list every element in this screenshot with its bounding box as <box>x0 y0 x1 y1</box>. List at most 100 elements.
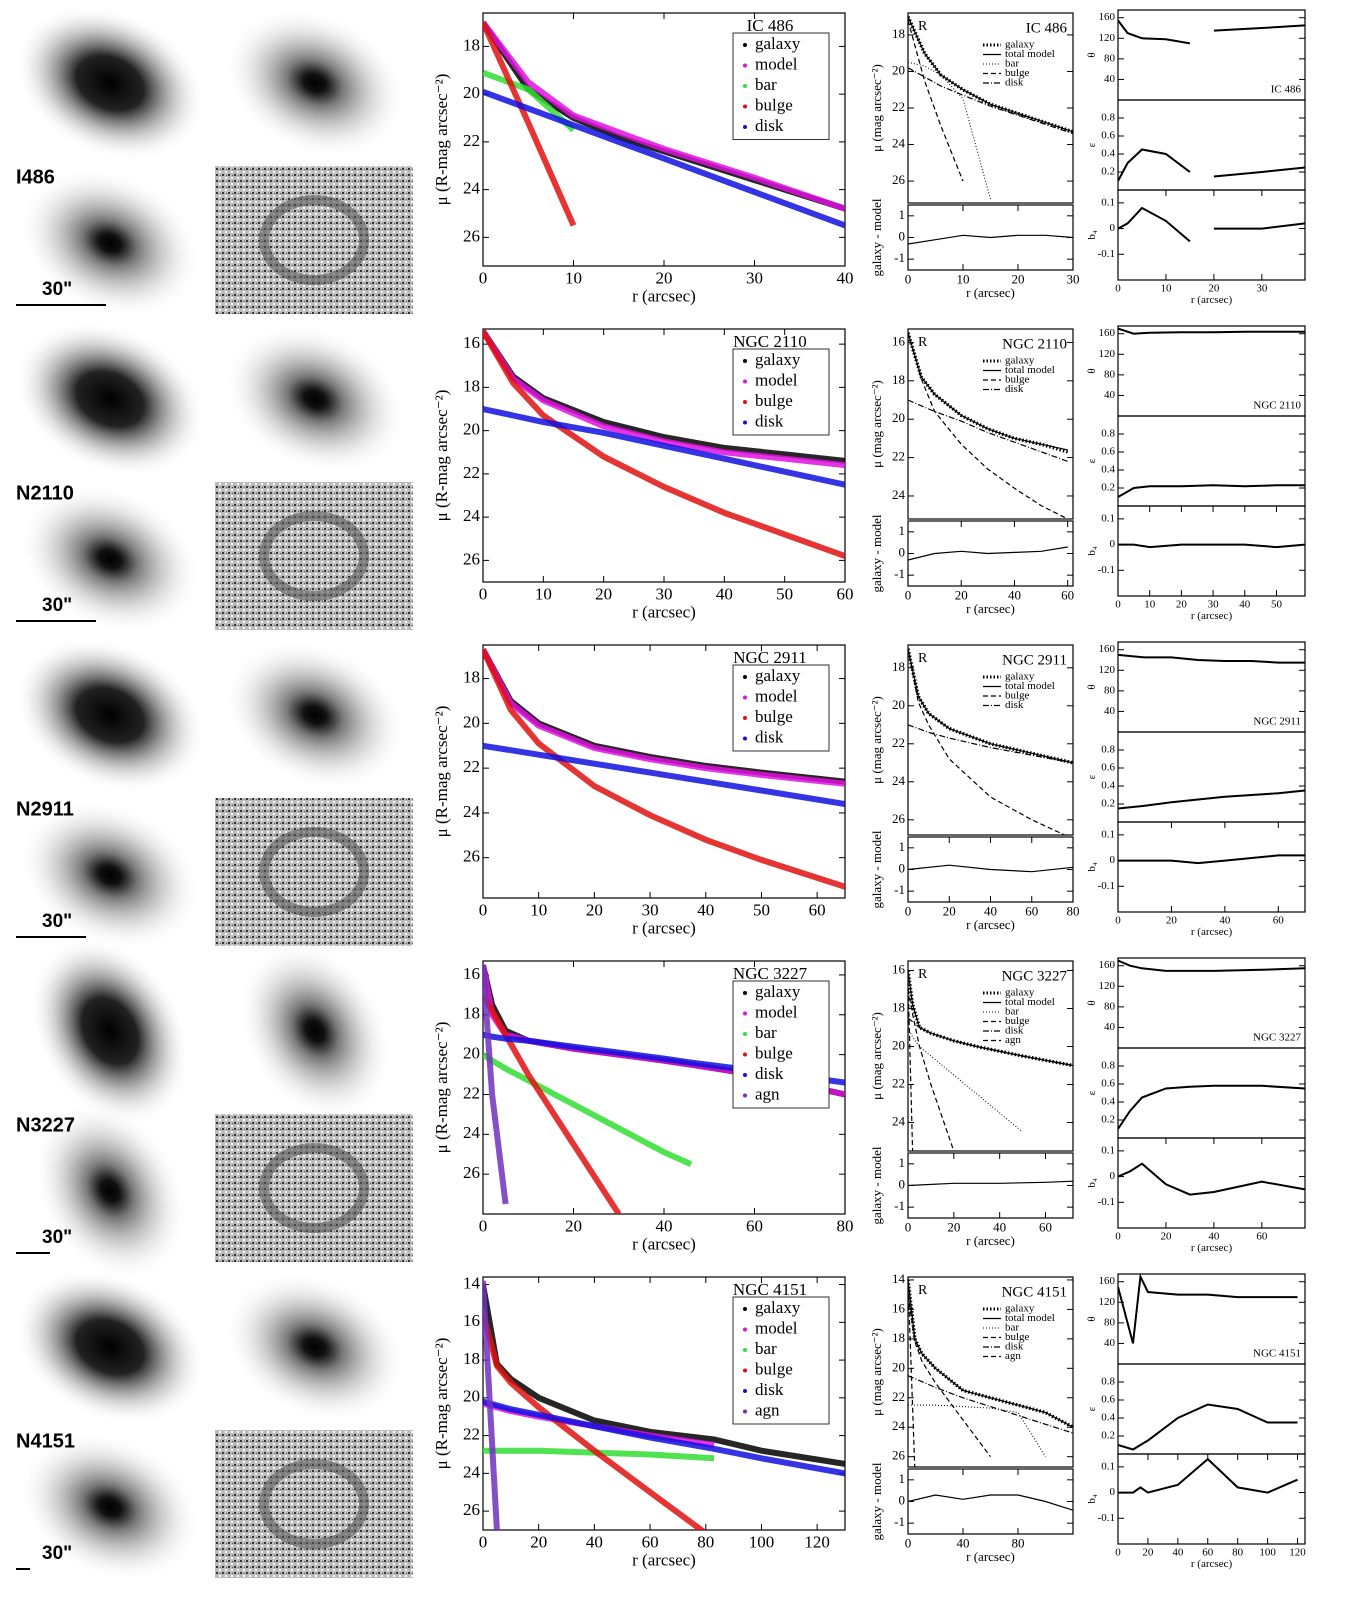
x-tick-label: 40 <box>1008 587 1021 602</box>
y-axis-label: μ (mag arcsec⁻²) <box>869 380 884 468</box>
x-tick-label: 40 <box>586 1533 603 1552</box>
chart: 16 18 20 22 24 26 0 20 40 60 80 r (arcsec) μ (R-mag … <box>432 960 854 1253</box>
residual-feature <box>259 827 369 917</box>
legend-label: total model <box>1005 48 1055 60</box>
chart: 40 80 120 160 θ NGC 2911 <box>1086 641 1306 733</box>
x-tick-label: 0 <box>1115 282 1121 294</box>
band-label: R <box>918 19 928 34</box>
x-tick-label: 40 <box>984 903 997 918</box>
legend-label: galaxy <box>755 666 801 685</box>
chart: 0.2 0.4 0.6 0.8 ε <box>1086 415 1306 507</box>
legend-label: agn <box>1005 1350 1021 1362</box>
y-tick-label: 0 <box>899 544 906 559</box>
x-tick-label: 20 <box>656 269 673 288</box>
y-tick-label: -1 <box>894 566 905 581</box>
data-line <box>908 67 1073 135</box>
data-line <box>483 329 845 559</box>
y-tick-label: 26 <box>463 1163 480 1182</box>
y-tick-label: 24 <box>892 1418 906 1433</box>
legend-label: bar <box>1005 1322 1019 1334</box>
y-tick-label: 14 <box>463 1273 481 1292</box>
y-tick-label: 0.8 <box>1101 744 1115 756</box>
y-tick-label: 80 <box>1104 52 1116 64</box>
y-axis-label: θ <box>1086 52 1098 57</box>
y-tick-label: 80 <box>1104 368 1116 380</box>
y-tick-label: 0.2 <box>1101 1114 1115 1126</box>
y-tick-label: 0.4 <box>1101 1096 1115 1108</box>
x-axis-label: r (arcsec) <box>632 1550 696 1569</box>
data-line <box>1118 1274 1298 1344</box>
y-tick-label: 0 <box>1110 1170 1116 1182</box>
legend-label: total model <box>1005 364 1055 376</box>
x-axis-label: r (arcsec) <box>632 1234 696 1253</box>
data-line <box>1118 653 1305 664</box>
y-tick-label: 20 <box>892 1037 905 1052</box>
y-tick-label: -0.1 <box>1098 1512 1115 1524</box>
data-line <box>483 993 622 1214</box>
legend-marker <box>743 359 747 363</box>
y-tick-label: 40 <box>1104 389 1116 401</box>
chart: 16 18 20 22 24 μ (mag arcsec⁻²) R NGC 3227 galax… <box>869 960 1074 1152</box>
y-tick-label: 160 <box>1099 643 1116 655</box>
y-tick-label: -1 <box>894 1198 905 1213</box>
x-tick-label: 0 <box>905 1535 912 1550</box>
data-line <box>1118 19 1305 45</box>
y-tick-label: -1 <box>894 1514 905 1529</box>
data-line <box>908 1294 991 1458</box>
x-tick-label: 80 <box>1067 903 1080 918</box>
chart: 16 18 20 22 24 μ (mag arcsec⁻²) R NGC 2110 galax… <box>869 328 1074 520</box>
legend-label: galaxy <box>755 1298 801 1317</box>
legend-box <box>732 32 830 140</box>
y-tick-label: 24 <box>463 1462 481 1481</box>
y-tick-label: 40 <box>1104 1337 1116 1349</box>
y-axis-label: μ (mag arcsec⁻²) <box>869 64 884 152</box>
chart: 18 20 22 24 26 μ (mag arcsec⁻²) R NGC 2911 galax… <box>869 644 1074 836</box>
data-line <box>483 406 845 488</box>
model-image <box>18 167 202 319</box>
y-tick-label: 0.6 <box>1101 1078 1115 1090</box>
legend-marker <box>743 1011 747 1016</box>
data-line <box>1118 206 1305 243</box>
x-tick-label: 60 <box>1025 903 1038 918</box>
data-line <box>483 1031 845 1086</box>
x-tick-label: 40 <box>1219 914 1231 926</box>
chart: -0.1 0 0.1 0 10 20 30 40 50 r (arcsec) b₄ <box>1086 505 1306 622</box>
y-tick-label: 26 <box>463 1500 480 1519</box>
y-tick-label: 0 <box>899 228 906 243</box>
data-line <box>908 970 1073 1067</box>
y-tick-label: 120 <box>1099 980 1116 992</box>
legend-label: disk <box>755 411 784 430</box>
x-axis-label: r (arcsec) <box>966 1549 1015 1564</box>
y-axis-label: θ <box>1086 1000 1098 1005</box>
band-label: R <box>918 1283 928 1298</box>
galaxy-image <box>223 7 407 159</box>
y-tick-label: 14 <box>892 1271 906 1286</box>
y-tick-label: 0 <box>1110 222 1116 234</box>
y-tick-label: 1 <box>899 839 906 854</box>
x-tick-label: 20 <box>595 585 612 604</box>
x-tick-label: 20 <box>955 587 968 602</box>
y-tick-label: 40 <box>1104 73 1116 85</box>
thumbnails: N3227 30" <box>16 937 413 1281</box>
y-tick-label: 22 <box>892 1389 905 1404</box>
legend-label: model <box>755 1318 798 1337</box>
data-line <box>483 1398 845 1477</box>
scale-label: 30" <box>42 595 72 616</box>
data-line <box>1118 1457 1298 1494</box>
x-tick-label: 20 <box>1160 1230 1172 1242</box>
galaxy-image <box>14 321 206 477</box>
x-tick-label: 60 <box>1273 914 1285 926</box>
legend-box <box>732 1296 830 1425</box>
legend-marker <box>743 1368 747 1373</box>
y-tick-label: 0.1 <box>1101 828 1115 840</box>
x-axis-label: r (arcsec) <box>1191 610 1233 622</box>
residual-image <box>215 1114 413 1262</box>
chart: 16 18 20 22 24 26 0 10 20 30 40 50 60 r (arcsec) μ (R-… <box>432 328 854 621</box>
chart-title: NGC 2110 <box>1253 400 1301 412</box>
x-tick-label: 0 <box>479 269 488 288</box>
legend-label: bar <box>755 1023 777 1042</box>
y-tick-label: 0.2 <box>1101 1430 1115 1442</box>
plot-frame <box>1117 415 1306 507</box>
y-tick-label: 18 <box>892 1330 905 1345</box>
